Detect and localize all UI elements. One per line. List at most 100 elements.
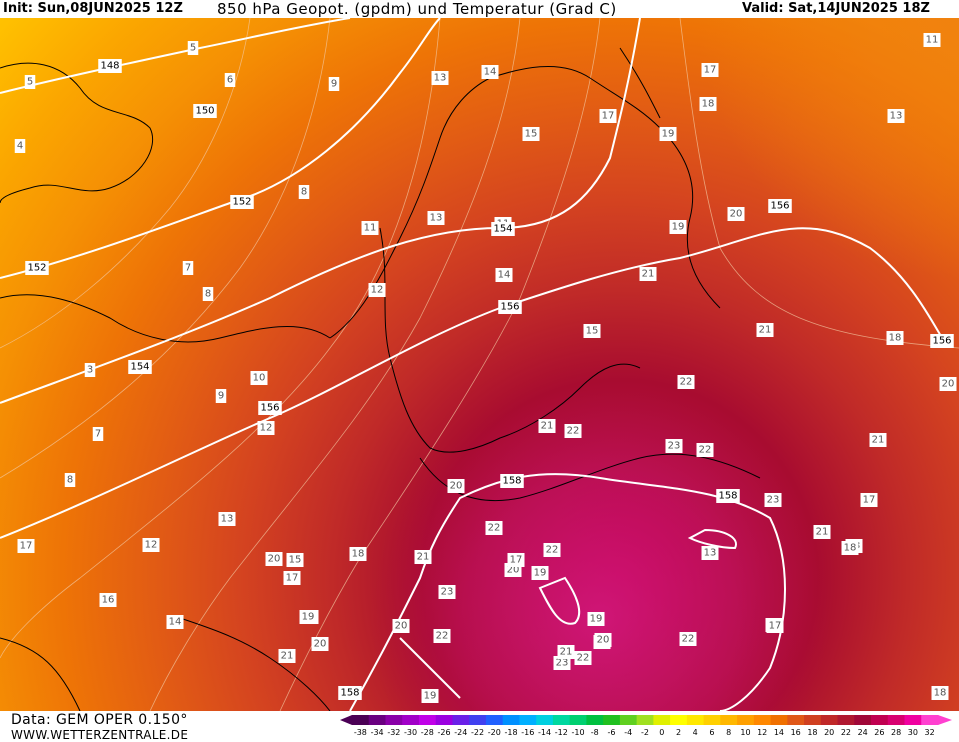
- color-scale-legend: -38 -34 -32 -30 -28 -26 -24 -22 -20 -18 -16 -14 -12-…: [340, 715, 952, 737]
- scale-tick-label: -32: [387, 728, 400, 737]
- svg-text:152: 152: [27, 263, 46, 274]
- temperature-label: 21: [278, 649, 296, 663]
- temperature-label: 22: [696, 443, 714, 457]
- temperature-label: 20: [939, 377, 957, 391]
- scale-tick-label: -18: [505, 728, 518, 737]
- svg-text:13: 13: [221, 514, 234, 525]
- temperature-label: 20: [392, 619, 410, 633]
- svg-text:17: 17: [863, 495, 876, 506]
- svg-text:21: 21: [541, 421, 554, 432]
- temperature-label: 13: [218, 512, 236, 526]
- temperature-label: 5: [187, 41, 199, 55]
- svg-text:19: 19: [424, 691, 437, 702]
- scale-color-cell: [871, 715, 889, 725]
- svg-text:17: 17: [704, 65, 717, 76]
- temperature-label: 22: [543, 543, 561, 557]
- svg-text:13: 13: [704, 548, 717, 559]
- svg-text:17: 17: [769, 621, 782, 632]
- geopotential-label: 152: [25, 261, 49, 275]
- scale-color-cell: [536, 715, 554, 725]
- svg-text:23: 23: [668, 441, 681, 452]
- svg-text:19: 19: [534, 568, 547, 579]
- svg-text:156: 156: [500, 302, 519, 313]
- temperature-label: 17: [17, 539, 35, 553]
- svg-text:154: 154: [130, 362, 149, 373]
- scale-tick-label: 22: [841, 728, 851, 737]
- scale-color-cell: [502, 715, 520, 725]
- svg-text:15: 15: [586, 326, 599, 337]
- temperature-label: 23: [764, 493, 782, 507]
- temperature-label: 13: [701, 546, 719, 560]
- temperature-label: 13: [427, 211, 445, 225]
- temperature-label: 12: [257, 421, 275, 435]
- svg-text:156: 156: [770, 201, 789, 212]
- scale-color-cell: [485, 715, 504, 725]
- temperature-label: 4: [14, 139, 26, 153]
- svg-text:11: 11: [364, 223, 377, 234]
- temperature-label: 17: [507, 553, 525, 567]
- scale-tick-label: 30: [908, 728, 918, 737]
- scale-tick-label: 4: [693, 728, 698, 737]
- svg-text:8: 8: [301, 187, 307, 198]
- svg-text:148: 148: [100, 61, 119, 72]
- scale-tick-label: 16: [791, 728, 801, 737]
- scale-color-cell: [603, 715, 621, 725]
- scale-tick-label: 8: [726, 728, 731, 737]
- temperature-label: 17: [283, 571, 301, 585]
- svg-text:5: 5: [190, 43, 196, 54]
- scale-color-cell: [787, 715, 805, 725]
- svg-text:3: 3: [87, 365, 93, 376]
- scale-tick-label: -6: [608, 728, 616, 737]
- temperature-label: 9: [215, 389, 227, 403]
- svg-text:10: 10: [253, 373, 266, 384]
- temperature-label: 21: [869, 433, 887, 447]
- scale-tick-label: -8: [591, 728, 599, 737]
- scale-tick-label: -28: [421, 728, 434, 737]
- geopotential-label: 156: [930, 334, 954, 348]
- temperature-label: 18: [841, 541, 859, 555]
- scale-tick-label: 20: [824, 728, 834, 737]
- geopotential-label: 158: [716, 489, 740, 503]
- geopotential-label: 154: [128, 360, 152, 374]
- temperature-label: 14: [481, 65, 499, 79]
- geopotential-label: 158: [338, 686, 362, 700]
- color-scale-bar: [340, 715, 952, 725]
- temperature-label: 21: [813, 525, 831, 539]
- svg-text:22: 22: [577, 653, 590, 664]
- svg-text:19: 19: [662, 129, 675, 140]
- scale-color-cell: [753, 715, 772, 725]
- scale-color-cell: [854, 715, 872, 725]
- svg-text:6: 6: [227, 75, 233, 86]
- temperature-label: 15: [583, 324, 601, 338]
- temperature-label: 21: [414, 550, 432, 564]
- geopotential-label: 152: [230, 195, 254, 209]
- svg-text:22: 22: [680, 377, 693, 388]
- svg-text:23: 23: [441, 587, 454, 598]
- svg-text:17: 17: [286, 573, 299, 584]
- svg-text:5: 5: [27, 77, 33, 88]
- scale-tick-label: -14: [538, 728, 551, 737]
- svg-text:156: 156: [260, 403, 279, 414]
- svg-text:150: 150: [195, 106, 214, 117]
- scale-color-cell: [670, 715, 688, 725]
- svg-text:8: 8: [205, 289, 211, 300]
- scale-tick-label: 6: [709, 728, 714, 737]
- temperature-label: 13: [431, 71, 449, 85]
- scale-color-cell: [904, 715, 922, 725]
- temperature-label: 17: [599, 109, 617, 123]
- scale-color-cell: [636, 715, 654, 725]
- temperature-label: 23: [553, 656, 571, 670]
- temperature-label: 22: [485, 521, 503, 535]
- scale-color-cell: [368, 715, 386, 725]
- svg-text:16: 16: [102, 595, 115, 606]
- scale-color-cell: [686, 715, 705, 725]
- temperature-label: 21: [756, 323, 774, 337]
- svg-text:17: 17: [602, 111, 615, 122]
- scale-color-cell: [552, 715, 571, 725]
- svg-text:22: 22: [488, 523, 501, 534]
- temperature-label: 19: [421, 689, 439, 703]
- scale-color-cell: [653, 715, 671, 725]
- scale-color-cell: [435, 715, 453, 725]
- svg-text:158: 158: [502, 476, 521, 487]
- temperature-label: 15: [522, 127, 540, 141]
